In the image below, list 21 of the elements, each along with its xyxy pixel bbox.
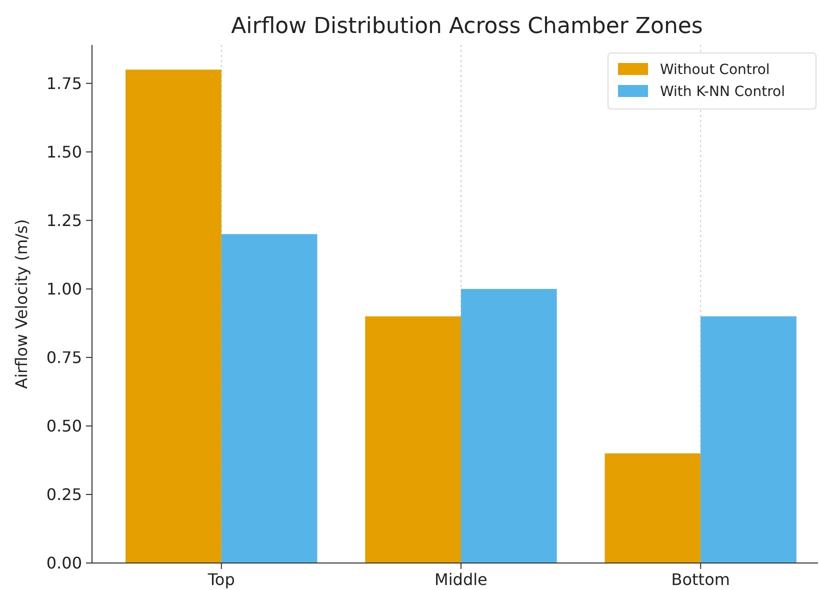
x-tick-label: Bottom [671, 570, 730, 589]
bar [604, 453, 701, 563]
legend-label: With K-NN Control [660, 84, 786, 100]
bar [700, 316, 796, 563]
x-tick-label: Top [206, 570, 235, 589]
bar [460, 288, 557, 563]
bar [365, 316, 461, 563]
y-tick-label: 1.25 [46, 211, 82, 230]
y-tick-label: 0.25 [46, 485, 82, 504]
y-tick-label: 1.50 [46, 142, 82, 162]
x-tick-label: Middle [434, 570, 488, 589]
bar [221, 234, 318, 563]
chart-title: Airflow Distribution Across Chamber Zones [231, 14, 703, 39]
y-tick-label: 0.75 [46, 348, 82, 368]
y-tick-label: 0.00 [46, 554, 82, 573]
legend-label: Without Control [660, 62, 770, 78]
y-axis-title: Airflow Velocity (m/s) [12, 219, 31, 389]
y-tick-label: 0.50 [46, 416, 82, 436]
y-tick-label: 1.75 [46, 74, 82, 93]
y-tick-label: 1.00 [46, 280, 82, 299]
bar [126, 70, 222, 563]
